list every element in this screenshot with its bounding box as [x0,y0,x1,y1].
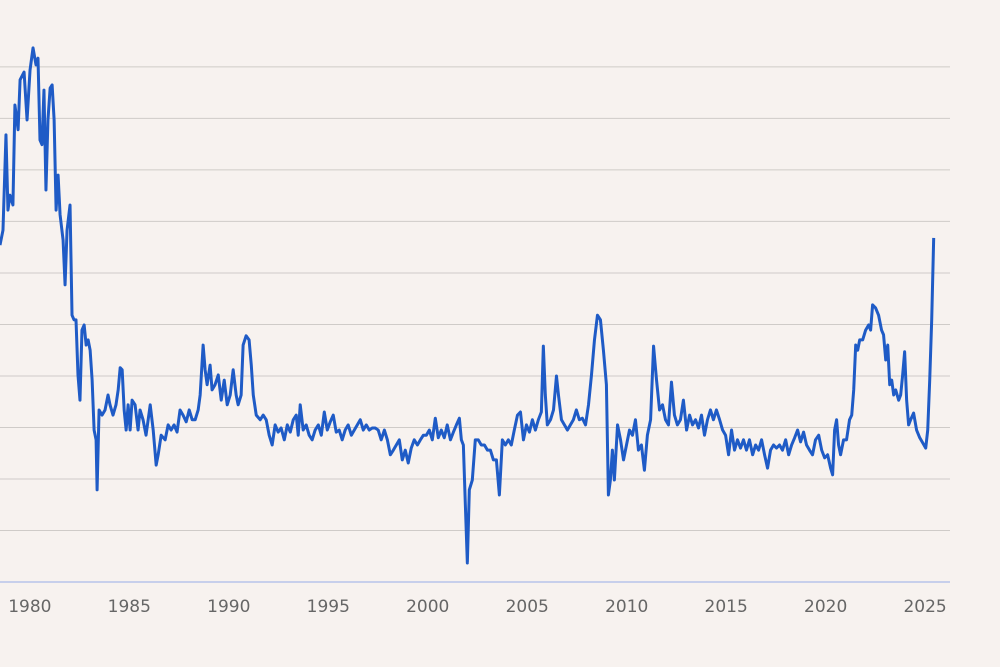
x-tick-label: 2000 [406,597,449,617]
x-tick-label: 2015 [705,597,748,617]
x-tick-label: 2025 [903,597,946,617]
x-tick-label: 1980 [8,597,51,617]
x-tick-label: 2005 [506,597,549,617]
x-tick-label: 2020 [804,597,847,617]
x-tick-label: 1990 [207,597,250,617]
data-line [0,46,936,565]
x-tick-label: 1995 [307,597,350,617]
x-tick-label: 2010 [605,597,648,617]
x-tick-label: 1985 [108,597,151,617]
